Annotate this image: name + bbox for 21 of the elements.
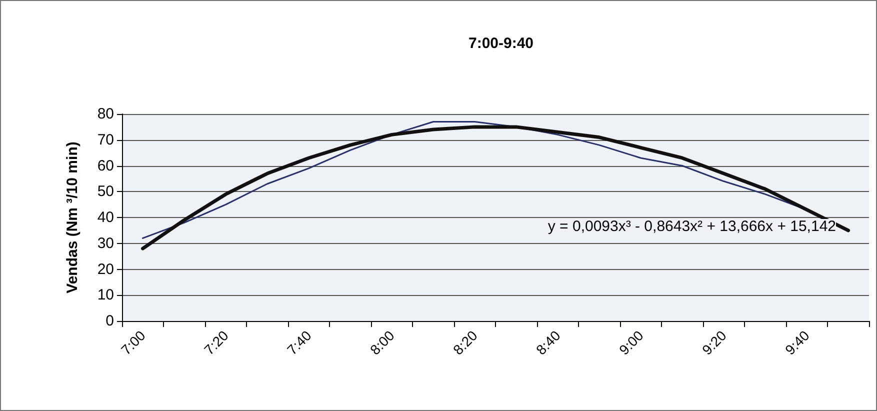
x-tick-label: 7:40 <box>284 327 315 358</box>
x-tick-label: 9:00 <box>616 327 647 358</box>
x-tick-label: 8:40 <box>532 327 564 358</box>
x-tick-label: 8:20 <box>450 327 481 358</box>
y-tick-label: 80 <box>97 106 114 122</box>
chart-title: 7:00-9:40 <box>468 35 534 52</box>
y-tick-label: 20 <box>97 260 114 278</box>
x-tick-label: 9:40 <box>782 327 813 358</box>
y-tick-label: 60 <box>97 157 114 174</box>
y-tick-label: 50 <box>97 183 114 200</box>
y-tick-label: 70 <box>97 131 114 148</box>
x-tick-label: 7:20 <box>200 327 232 358</box>
y-tick-label: 30 <box>97 234 114 252</box>
x-tick-label: 9:20 <box>698 327 730 358</box>
y-axis-title: Vendas (Nm ³/10 min) <box>64 142 81 294</box>
y-tick-label: 10 <box>97 286 114 304</box>
annotation: y = 0,0093x³ - 0,8643x² + 13,666x + 15,142 <box>548 218 836 235</box>
y-tick-label: 0 <box>106 312 114 330</box>
x-tick-label: 7:00 <box>118 327 149 358</box>
x-tick-label: 8:00 <box>366 327 398 358</box>
y-tick-label: 40 <box>97 209 114 226</box>
